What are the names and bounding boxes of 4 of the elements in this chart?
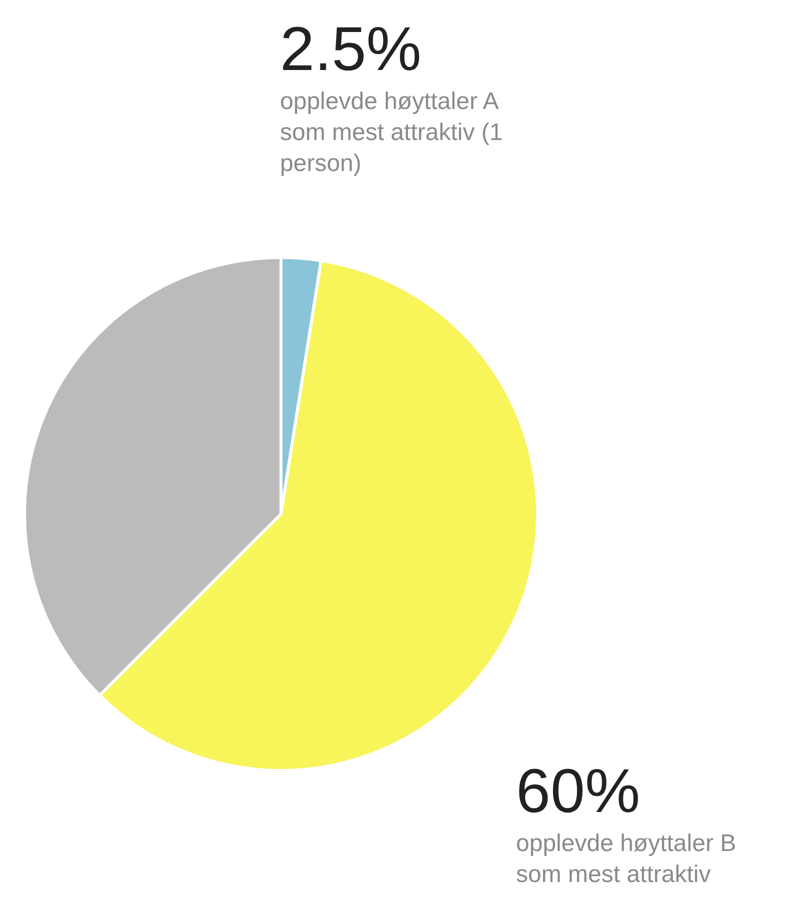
data-label: 60%: [516, 756, 642, 828]
slice-label: opplevde høyttaler A som mest attraktiv (1 person): [280, 87, 504, 179]
data-label: 2.5%: [280, 14, 422, 86]
slice-label: opplevde høyttaler B som mest attraktiv: [516, 829, 738, 890]
